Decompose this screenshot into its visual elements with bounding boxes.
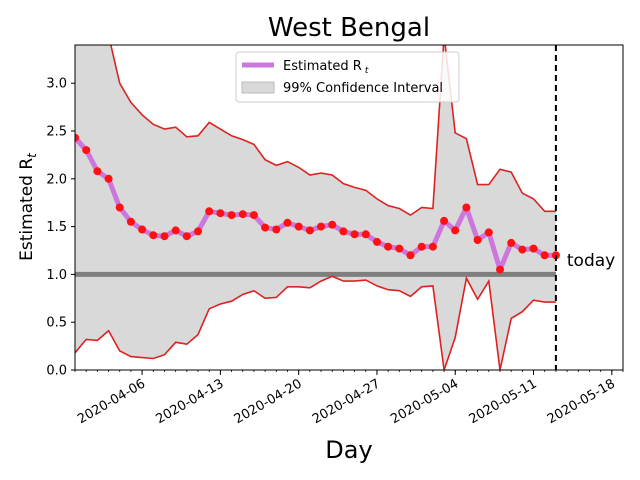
estimate-point: [160, 232, 169, 241]
estimate-point: [272, 225, 281, 234]
x-tick-label: 2020-04-06: [75, 376, 148, 427]
estimate-points: [75, 133, 560, 274]
plot-frame: [74, 44, 624, 371]
estimate-point: [518, 245, 527, 254]
estimate-point: [93, 167, 102, 176]
estimate-point: [149, 231, 158, 240]
estimate-point: [115, 203, 124, 212]
x-tick-label: 2020-04-20: [232, 376, 305, 427]
plot-area: [75, 45, 560, 370]
y-tick-label: 0.5: [46, 316, 67, 331]
estimate-point: [507, 238, 516, 247]
legend-estimate-text: Estimated R: [283, 59, 362, 74]
estimate-point: [238, 210, 247, 219]
estimate-point: [216, 209, 225, 218]
estimate-point: [328, 220, 337, 229]
estimate-point: [361, 230, 370, 239]
ci-upper-bound-line: [110, 45, 556, 217]
y-tick-label: 2.0: [46, 172, 67, 187]
x-axis-label: Day: [325, 436, 372, 464]
estimate-point: [294, 222, 303, 231]
estimate-point: [138, 225, 147, 234]
estimate-point: [227, 211, 236, 220]
estimate-point: [205, 207, 214, 216]
y-axis: 0.0 0.5 1.0 1.5 2.0 2.5 3.0: [46, 77, 75, 379]
estimate-point: [82, 146, 91, 155]
estimate-point: [75, 133, 79, 142]
estimate-point: [384, 242, 393, 251]
estimate-point: [428, 242, 437, 251]
estimate-point: [249, 211, 258, 220]
estimate-point: [484, 228, 493, 237]
estimate-point: [350, 230, 359, 239]
estimate-point: [473, 236, 482, 244]
x-tick-label: 2020-05-11: [467, 376, 540, 427]
legend-box: [235, 51, 460, 103]
x-axis: 2020-04-06 2020-04-13 2020-04-20 2020-04-27…: [74, 370, 624, 427]
x-tick-label: 2020-05-18: [545, 376, 618, 427]
estimate-point: [194, 227, 202, 236]
estimate-point: [529, 244, 538, 253]
estimate-point: [305, 226, 314, 235]
estimate-point: [406, 251, 415, 260]
estimate-point: [462, 203, 471, 212]
estimate-point: [440, 216, 449, 225]
x-tick-label: 2020-05-04: [388, 376, 461, 427]
estimate-point: [451, 226, 460, 235]
estimate-point: [171, 226, 180, 235]
y-axis-label-subscript: t: [25, 152, 39, 158]
estimate-point: [496, 265, 504, 274]
estimate-point: [339, 227, 348, 236]
legend-ci-swatch: [241, 81, 275, 94]
y-tick-label: 0.0: [46, 364, 67, 379]
estimate-point: [104, 174, 113, 183]
estimate-point: [417, 242, 426, 251]
estimate-point: [126, 217, 135, 226]
legend-estimate-subscript: t: [365, 66, 369, 76]
y-tick-label: 2.5: [46, 125, 67, 140]
estimate-point: [182, 232, 191, 241]
y-tick-label: 3.0: [46, 77, 67, 92]
y-axis-label: Estimated Rt: [17, 152, 39, 261]
estimate-point: [261, 223, 270, 232]
estimate-point: [395, 244, 404, 253]
legend-ci-label: 99% Confidence Interval: [283, 81, 443, 96]
estimate-point: [540, 251, 549, 260]
y-axis-label-main: Estimated R: [17, 158, 37, 261]
chart-title: West Bengal: [268, 13, 430, 43]
ci-lower-bound-line: [75, 275, 556, 370]
x-tick-label: 2020-04-27: [310, 376, 383, 427]
y-tick-label: 1.0: [46, 268, 67, 283]
estimate-point: [317, 222, 325, 231]
y-tick-label: 1.5: [46, 220, 67, 235]
estimate-point: [373, 237, 381, 246]
today-label: today: [567, 251, 615, 271]
x-tick-label: 2020-04-13: [153, 376, 226, 427]
confidence-interval-band: [75, 45, 556, 370]
estimate-point: [283, 218, 292, 227]
